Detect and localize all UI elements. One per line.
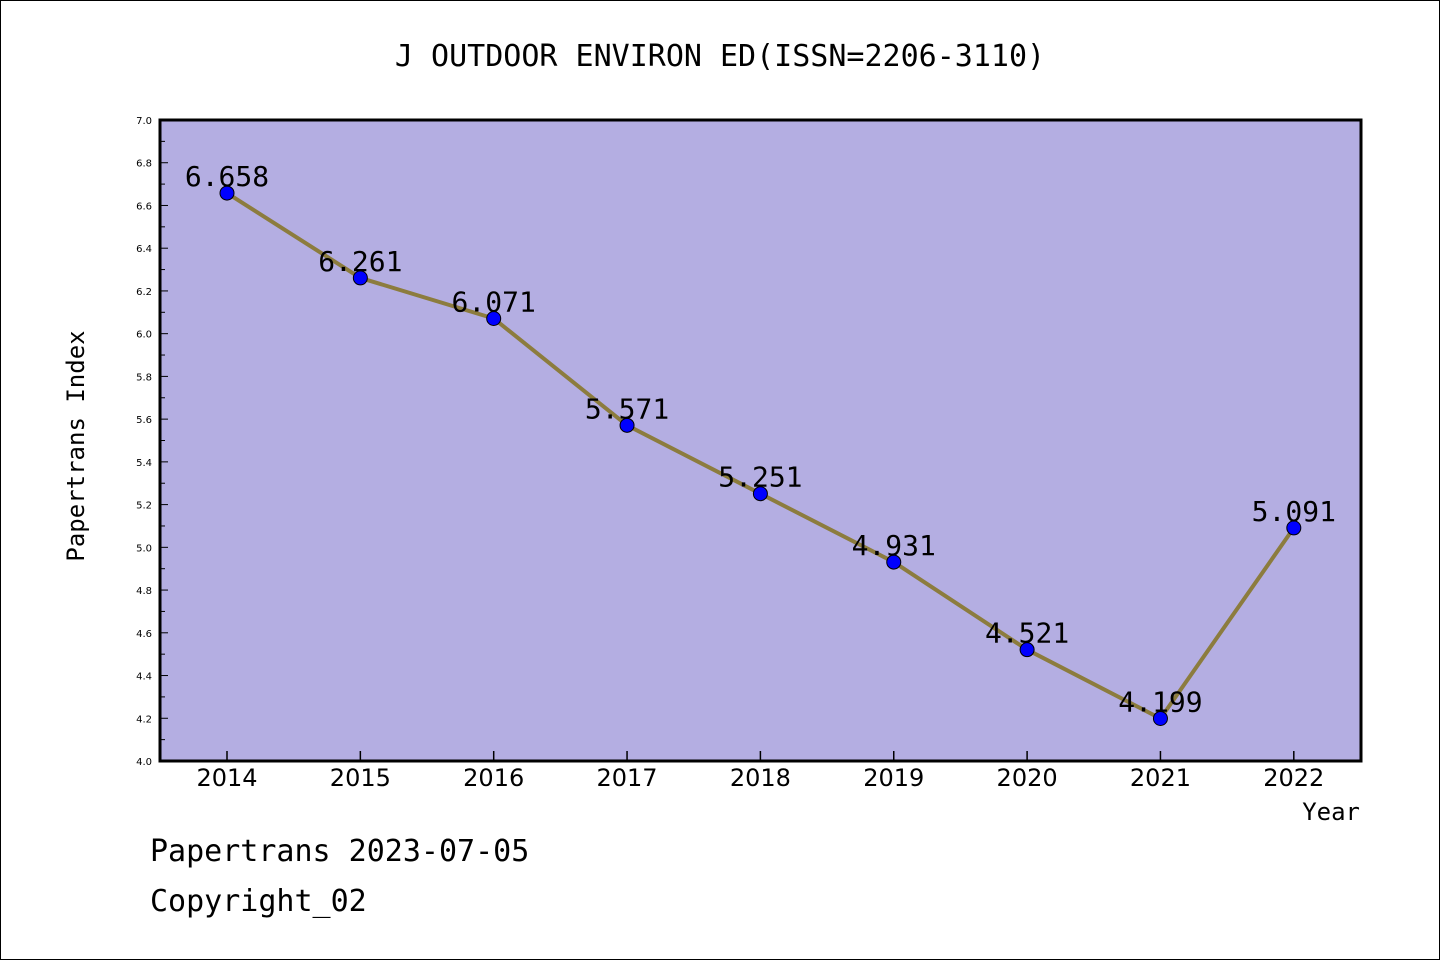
data-label: 4.199	[1118, 685, 1202, 718]
data-point-marker	[752, 486, 768, 502]
data-label: 4.931	[852, 529, 936, 562]
y-tick-label: 5.2	[136, 501, 152, 512]
y-tick-label: 6.0	[136, 330, 152, 341]
y-tick-label: 4.2	[136, 714, 152, 725]
x-tick-label: 2015	[330, 764, 391, 792]
data-point-marker	[352, 270, 368, 286]
footer-copyright: Copyright_02	[150, 884, 367, 919]
y-axis-label: Papertrans Index	[62, 330, 90, 561]
x-tick-label: 2020	[997, 764, 1058, 792]
y-tick-label: 6.4	[136, 244, 152, 255]
series-line	[219, 185, 1302, 726]
x-tick-label: 2021	[1130, 764, 1191, 792]
y-tick-label: 5.4	[136, 458, 152, 469]
data-point-marker	[1152, 710, 1168, 726]
y-tick-label: 4.4	[136, 672, 152, 683]
x-tick-label: 2014	[196, 764, 257, 792]
data-labels: 6.658 6.261 6.071 5.571 5.251 4.931 4.521 4.199…	[185, 160, 1336, 718]
data-point-marker	[1286, 520, 1302, 536]
y-tick-label: 4.6	[136, 629, 152, 640]
data-point-marker	[486, 310, 502, 326]
x-tick-label: 2019	[863, 764, 924, 792]
data-label: 6.658	[185, 160, 269, 193]
x-tick-label: 2016	[463, 764, 524, 792]
y-tick-label: 5.6	[136, 415, 152, 426]
y-tick-label: 6.2	[136, 287, 152, 298]
x-tick-label: 2022	[1263, 764, 1324, 792]
data-label: 6.261	[318, 245, 402, 278]
x-axis: 2014 2015 2016 2017 2018 2019 2020 2021 2022	[196, 751, 1324, 792]
data-label: 6.071	[452, 285, 536, 318]
data-label: 5.251	[718, 461, 802, 494]
y-tick-label: 5.8	[136, 372, 152, 383]
y-tick-label: 7.0	[136, 116, 152, 127]
y-axis: 4.0 4.2 4.4 4.6 4.8 5.0 5.2 5.4 5.6 5.8 6.0 6.2 6.4 6…	[136, 116, 168, 768]
data-label: 5.091	[1252, 495, 1336, 528]
chart-title: J OUTDOOR ENVIRON ED(ISSN=2206-3110)	[395, 39, 1045, 74]
data-point-marker	[619, 417, 635, 433]
y-tick-label: 5.0	[136, 543, 152, 554]
x-tick-label: 2018	[730, 764, 791, 792]
y-tick-label: 6.6	[136, 201, 152, 212]
footer-date: Papertrans 2023-07-05	[150, 834, 530, 869]
x-axis-label: Year	[1302, 798, 1360, 826]
data-label: 5.571	[585, 392, 669, 425]
data-point-marker	[219, 185, 235, 201]
y-tick-label: 4.0	[136, 757, 152, 768]
y-tick-label: 6.8	[136, 159, 152, 170]
plot-area	[158, 118, 1363, 763]
data-point-marker	[886, 554, 902, 570]
x-tick-label: 2017	[597, 764, 658, 792]
data-label: 4.521	[985, 617, 1069, 650]
y-tick-label: 4.8	[136, 586, 152, 597]
data-point-marker	[1019, 642, 1035, 658]
